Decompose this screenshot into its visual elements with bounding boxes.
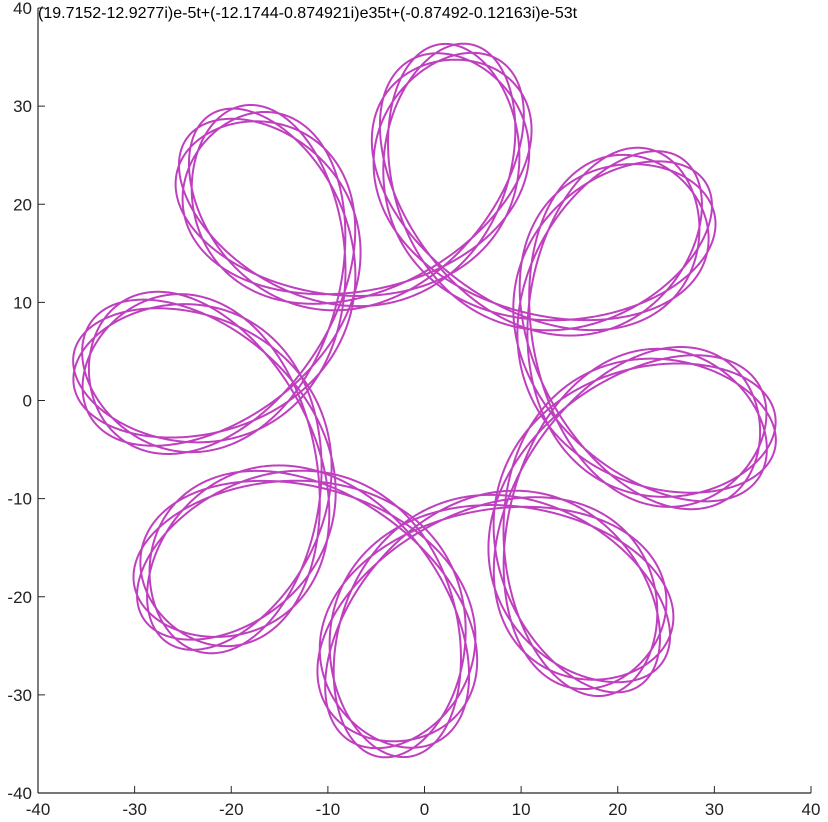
y-tick-label: -40 — [7, 784, 32, 803]
x-tick-label: -40 — [26, 800, 51, 819]
y-tick-label: 30 — [13, 97, 32, 116]
y-tick-label: -20 — [7, 588, 32, 607]
x-tick-label: -30 — [122, 800, 147, 819]
y-tick-label: 0 — [23, 392, 32, 411]
y-tick-label: 10 — [13, 293, 32, 312]
y-tick-label: 40 — [13, 0, 32, 18]
x-tick-label: 30 — [705, 800, 724, 819]
curve-layer — [72, 42, 777, 759]
x-tick-label: -10 — [316, 800, 341, 819]
series-0-curve — [72, 42, 777, 759]
y-tick-label: -30 — [7, 686, 32, 705]
axes-layer — [37, 8, 811, 794]
x-ticks: -40 -30 -20 -10 0 10 20 30 40 — [26, 786, 821, 819]
y-ticks: -40 -30 -20 -10 0 10 20 30 40 — [7, 0, 45, 803]
x-tick-label: 0 — [420, 800, 429, 819]
x-tick-label: 20 — [608, 800, 627, 819]
chart-title: (19.7152-12.9277i)e-5t+(-12.1744-0.87492… — [38, 5, 578, 22]
x-tick-label: 40 — [802, 800, 821, 819]
x-tick-label: 10 — [512, 800, 531, 819]
y-tick-label: 20 — [13, 195, 32, 214]
y-tick-label: -10 — [7, 490, 32, 509]
x-tick-label: -20 — [219, 800, 244, 819]
